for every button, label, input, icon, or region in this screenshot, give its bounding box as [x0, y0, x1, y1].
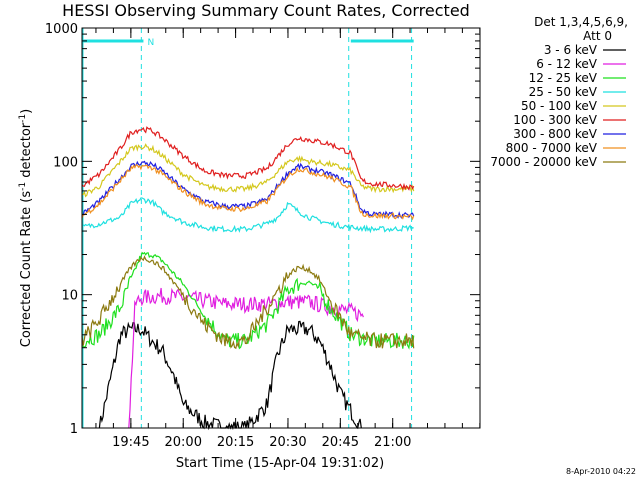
- x-tick-label-1: 20:00: [165, 435, 202, 450]
- legend-header-line1: Det 1,3,4,5,6,9,: [534, 15, 628, 29]
- legend-entry-0: 3 - 6 keV: [544, 43, 598, 57]
- legend-entry-5: 100 - 300 keV: [513, 113, 597, 127]
- y-axis-label-sup1: -1: [18, 182, 28, 191]
- y-axis-label-part2: detector: [19, 122, 34, 182]
- y-tick-label-0: 1: [70, 422, 78, 437]
- series-line-4: [81, 143, 415, 198]
- chart-title: HESSI Observing Summary Count Rates, Cor…: [62, 1, 470, 20]
- series-line-6: [81, 160, 415, 219]
- series-line-3: [81, 197, 414, 234]
- flag-bar-label-0: N: [147, 38, 154, 48]
- axes-frame: [81, 27, 481, 429]
- x-tick-label-5: 21:00: [374, 435, 411, 450]
- legend-entry-8: 7000 - 20000 keV: [490, 155, 597, 169]
- y-axis-label-sup2: -1: [18, 114, 28, 123]
- y-axis-label: Corrected Count Rate (s-1 detector-1): [18, 109, 34, 347]
- series-line-7: [81, 164, 415, 221]
- x-tick-label-4: 20:45: [322, 435, 359, 450]
- y-axis-label-part1: Corrected Count Rate (s: [19, 191, 34, 348]
- series-lines: [81, 126, 415, 431]
- legend-entry-3: 25 - 50 keV: [529, 85, 598, 99]
- y-tick-label-1: 10: [61, 289, 78, 304]
- series-line-8: [81, 255, 415, 350]
- axes: [81, 27, 481, 429]
- legend-header-line2: Att 0: [583, 29, 612, 43]
- legend-entry-2: 12 - 25 keV: [529, 71, 598, 85]
- x-tick-label-3: 20:30: [269, 435, 306, 450]
- legend-entry-1: 6 - 12 keV: [536, 57, 598, 71]
- y-axis-label-part3: ): [19, 109, 34, 114]
- legend-entry-4: 50 - 100 keV: [521, 99, 598, 113]
- series-line-5: [81, 126, 415, 191]
- y-tick-label-3: 1000: [45, 22, 78, 37]
- x-tick-label-0: 19:45: [112, 435, 149, 450]
- y-tick-label-2: 100: [53, 155, 78, 170]
- x-axis-label: Start Time (15-Apr-04 19:31:02): [176, 456, 384, 471]
- x-tick-label-2: 20:15: [217, 435, 254, 450]
- y-tick-labels: 1 10 100 1000: [45, 22, 78, 437]
- legend-entry-6: 300 - 800 keV: [513, 127, 597, 141]
- x-tick-labels: 19:45 20:00 20:15 20:30 20:45 21:00: [112, 435, 411, 450]
- legend-entry-7: 800 - 7000 keV: [506, 141, 598, 155]
- series-line-2: [81, 251, 415, 350]
- timestamp: 8-Apr-2010 04:22: [566, 467, 636, 476]
